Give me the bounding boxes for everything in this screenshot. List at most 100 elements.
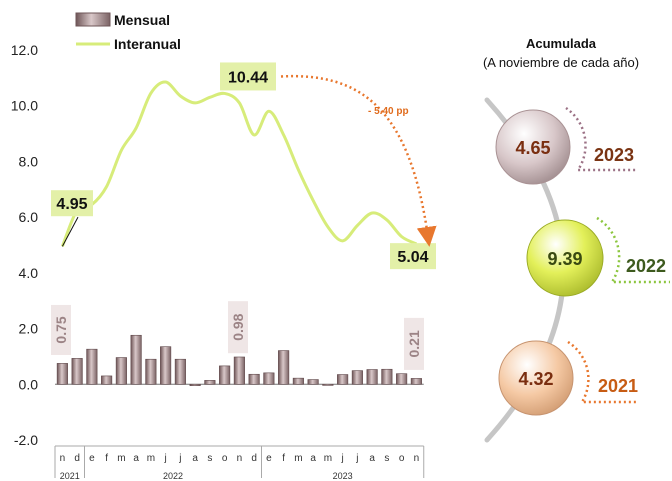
bar-mensual [86,348,98,385]
y-axis-ticks: 12.0 10.0 8.0 6.0 4.0 2.0 0.0 -2.0 [11,42,38,448]
bar-mensual [337,374,349,385]
callouts: 4.95 10.44 5.04 0.75 0.98 0.21 - 5.40 pp [51,62,437,370]
x-tick-label: d [74,453,80,464]
line-series-interanual [60,80,418,247]
y-tick-label: -2.0 [14,432,38,448]
start-leader-line [61,216,79,247]
bar-mensual [248,373,260,385]
bar-mensual [130,334,142,385]
bubble-2022-circle [526,219,604,297]
bubble-2021-circle [498,340,574,416]
bubble-2021-year: 2021 [598,376,638,396]
callout-bar-peak: 0.98 [230,313,246,340]
callout-box-line-start [51,190,93,217]
callout-line-start: 4.95 [56,196,87,213]
bubble-2022-year: 2022 [626,256,666,276]
x-tick-label: m [294,453,302,464]
bar-mensual [278,350,290,385]
bar-mensual [292,377,304,385]
legend-label-interanual: Interanual [114,36,181,52]
bar-mensual [396,373,408,385]
x-tick-label: n [414,453,420,464]
bar-mensual [263,372,275,385]
x-tick-label: d [251,453,257,464]
callout-bar-start: 0.75 [53,316,69,343]
x-tick-label: j [164,453,167,464]
callout-box-bar-end [404,317,424,370]
bubble-2022: 9.39 2022 [526,216,670,297]
bar-mensual [71,358,83,385]
x-tick-label: j [341,453,344,464]
x-tick-label: s [207,453,212,464]
x-tick-label: j [178,453,181,464]
bar-mensual [56,363,68,385]
callout-box-bar-start [51,304,71,355]
y-tick-label: 6.0 [19,209,39,225]
x-tick-label: n [237,453,243,464]
bubble-2023-value: 4.65 [515,138,550,158]
x-tick-label: m [147,453,155,464]
difference-label: - 5.40 pp [368,106,409,117]
callout-box-bar-peak [228,301,248,354]
x-tick-label: s [384,453,389,464]
callout-bar-end: 0.21 [406,330,422,357]
y-tick-label: 10.0 [11,98,38,114]
bubble-2022-value: 9.39 [547,249,582,269]
bubble-2023-year: 2023 [594,145,634,165]
cumulative-title: Acumulada [526,36,597,51]
x-tick-label: m [324,453,332,464]
x-tick-label: a [310,453,316,464]
x-tick-label: o [222,453,228,464]
x-tick-label: a [369,453,375,464]
legend: Mensual Interanual [75,12,181,52]
callout-line-end: 5.04 [397,249,428,266]
legend-label-mensual: Mensual [114,12,170,28]
bubble-2023: 4.65 2023 [495,106,636,185]
line-interanual [60,80,418,247]
y-tick-label: 12.0 [11,42,38,58]
x-tick-label: n [60,453,66,464]
bubble-2021-arc [567,340,638,404]
bar-mensual [189,383,201,386]
bar-mensual [204,380,216,385]
bar-mensual [410,378,422,385]
bar-mensual [233,356,245,385]
bar-mensual [160,346,172,385]
callout-box-line-peak [220,62,276,91]
x-tick-label: j [355,453,358,464]
x-tick-label: a [192,453,198,464]
y-tick-label: 4.0 [19,265,39,281]
bar-mensual [174,358,186,385]
y-tick-label: 8.0 [19,153,39,169]
x-tick-label: a [133,453,139,464]
bar-mensual [366,369,378,385]
y-tick-label: 2.0 [19,321,39,337]
bar-series-mensual [56,334,422,386]
bar-mensual [115,357,127,385]
bubble-2023-arc [565,106,636,172]
cumulative-panel: Acumulada (A noviembre de cada año) 4.65… [483,36,670,443]
x-tick-label: f [105,453,108,464]
year-label: 2021 [60,471,80,481]
callout-line-peak: 10.44 [228,69,268,86]
bubble-2021-value: 4.32 [518,369,553,389]
x-tick-label: f [282,453,285,464]
difference-arrow [280,74,437,247]
x-tick-label: m [117,453,125,464]
cumulative-subtitle: (A noviembre de cada año) [483,55,639,70]
year-label: 2022 [163,471,183,481]
bubble-2023-circle [495,109,571,185]
x-tick-label: o [399,453,405,464]
callout-box-line-end [390,243,436,270]
year-label: 2023 [333,471,353,481]
bar-mensual [351,370,363,385]
legend-swatch-mensual [75,12,111,27]
y-tick-label: 0.0 [19,376,39,392]
x-tick-label: e [266,453,272,464]
bar-mensual [307,379,319,385]
bar-mensual [322,383,334,386]
bar-mensual [381,368,393,385]
bubble-2021: 4.32 2021 [498,340,638,416]
